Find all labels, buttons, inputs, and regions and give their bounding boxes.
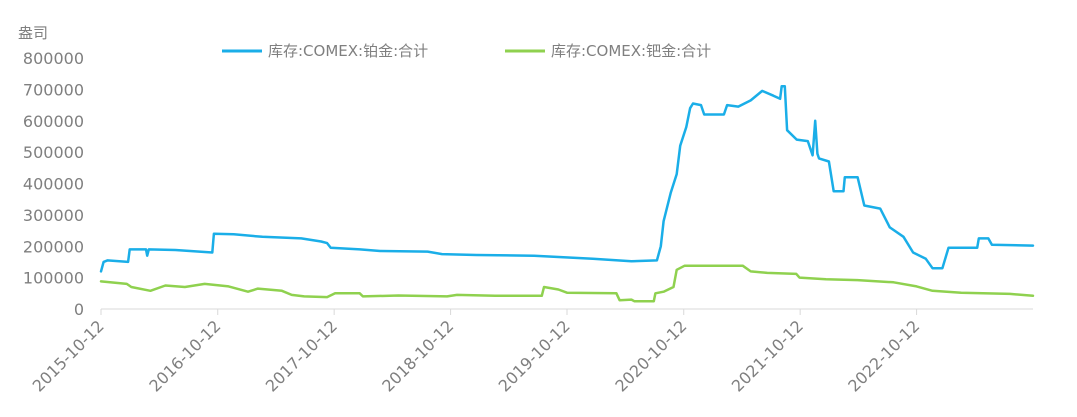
y-tick-label: 200000	[23, 237, 84, 256]
series-line-palladium	[99, 264, 1035, 303]
legend-label-platinum: 库存:COMEX:铂金:合计	[268, 42, 428, 60]
y-tick-label: 100000	[23, 269, 84, 288]
y-tick-label: 800000	[23, 49, 84, 68]
y-tick-label: 600000	[23, 112, 84, 131]
legend-label-palladium: 库存:COMEX:钯金:合计	[551, 42, 711, 60]
x-tick-label: 2019-10-12	[495, 316, 574, 395]
y-tick-label: 400000	[23, 175, 84, 194]
series-lines	[99, 84, 1035, 303]
x-tick-label: 2017-10-12	[262, 316, 341, 395]
y-tick-label: 0	[74, 300, 84, 319]
x-tick-label: 2021-10-12	[728, 316, 807, 395]
x-tick-label: 2020-10-12	[611, 316, 690, 395]
x-tick-label: 2018-10-12	[378, 316, 457, 395]
x-tick-label: 2022-10-12	[844, 316, 923, 395]
y-tick-label: 300000	[23, 206, 84, 225]
y-axis-tick-labels: 800000 700000 600000 500000 400000 300000 2000…	[23, 49, 84, 319]
legend: 库存:COMEX:铂金:合计 库存:COMEX:钯金:合计	[222, 42, 711, 60]
x-axis: 2015-10-12 2016-10-12 2017-10-12 2018-10-12…	[29, 308, 1033, 396]
x-tick-label: 2015-10-12	[29, 316, 108, 395]
x-tick-label: 2016-10-12	[145, 316, 224, 395]
y-tick-label: 700000	[23, 80, 84, 99]
y-axis-unit-label: 盎司	[18, 24, 48, 42]
y-tick-label: 500000	[23, 143, 84, 162]
series-line-platinum	[99, 84, 1035, 273]
